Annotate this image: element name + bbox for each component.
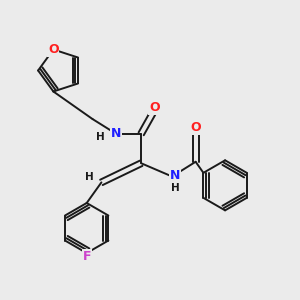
Text: N: N (170, 169, 180, 182)
Text: H: H (97, 132, 105, 142)
Text: O: O (190, 121, 201, 134)
Text: O: O (48, 43, 59, 56)
Text: H: H (171, 183, 179, 193)
Text: N: N (111, 127, 121, 140)
Text: O: O (149, 101, 160, 114)
Text: F: F (82, 250, 91, 263)
Text: H: H (85, 172, 93, 182)
